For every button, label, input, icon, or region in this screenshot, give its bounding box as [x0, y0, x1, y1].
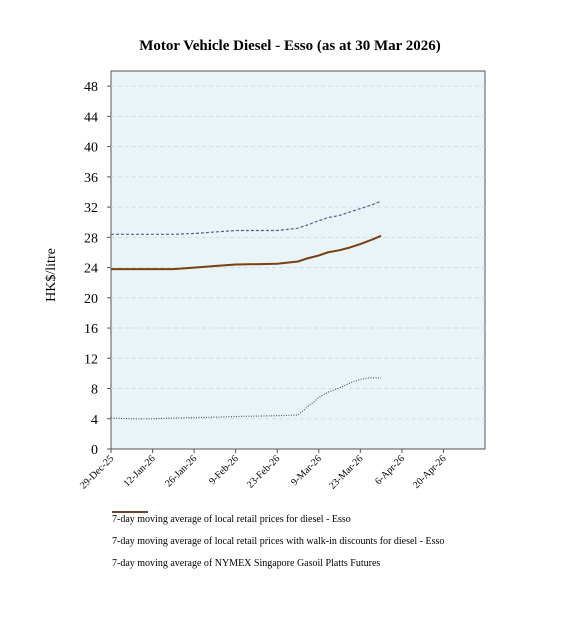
chart-title: Motor Vehicle Diesel - Esso (as at 30 Ma…	[139, 38, 441, 54]
legend-label-retail: 7-day moving average of local retail pri…	[112, 513, 351, 525]
y-tick-label: 12	[84, 352, 98, 367]
y-tick-label: 20	[84, 292, 98, 307]
y-tick-label: 4	[91, 413, 98, 428]
y-tick-label: 44	[84, 110, 98, 125]
legend-item-futures: 7-day moving average of NYMEX Singapore …	[112, 511, 572, 574]
x-tick-label: 9-Mar-26	[289, 453, 324, 488]
y-tick-label: 28	[84, 231, 98, 246]
x-tick-label: 12-Jan-26	[122, 453, 158, 489]
legend-label-walkin: 7-day moving average of local retail pri…	[112, 535, 445, 547]
plot-area	[110, 70, 486, 450]
y-tick-label: 0	[91, 443, 98, 458]
x-tick-label: 29-Dec-25	[78, 453, 116, 491]
legend: 7-day moving average of local retail pri…	[112, 508, 572, 574]
y-tick-label: 16	[84, 322, 98, 337]
series-line-0	[111, 200, 382, 235]
legend-item-retail: 7-day moving average of local retail pri…	[112, 508, 572, 530]
y-tick-label: 36	[84, 171, 98, 186]
y-tick-label: 8	[91, 383, 98, 398]
series-line-1	[111, 234, 382, 271]
y-tick-label: 40	[84, 141, 98, 156]
x-tick-label: 23-Mar-26	[327, 453, 365, 491]
legend-label-futures: 7-day moving average of NYMEX Singapore …	[112, 557, 381, 569]
y-tick-label: 48	[84, 80, 98, 95]
x-tick-label: 20-Apr-26	[411, 453, 448, 490]
legend-swatch-dotted	[112, 511, 148, 513]
x-tick-label: 26-Jan-26	[163, 453, 199, 489]
y-tick-label: 32	[84, 201, 98, 216]
x-tick-label: 23-Feb-26	[245, 453, 282, 490]
x-tick-label: 6-Apr-26	[373, 453, 407, 487]
y-tick-label: 24	[84, 262, 98, 277]
legend-item-walkin: 7-day moving average of local retail pri…	[112, 511, 572, 552]
series-line-2	[110, 377, 382, 420]
y-axis-label: HK$/litre	[44, 248, 59, 302]
x-tick-label: 9-Feb-26	[207, 453, 241, 487]
